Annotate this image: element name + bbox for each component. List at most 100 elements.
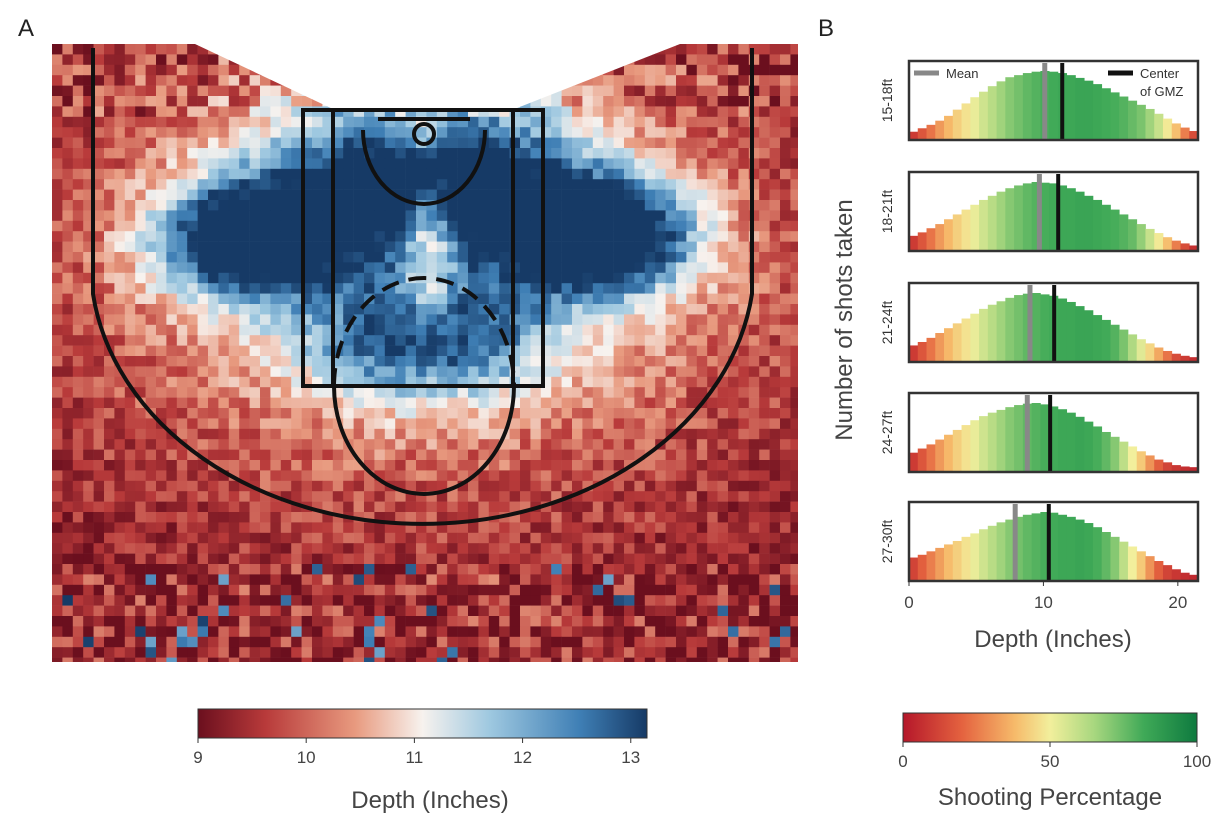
- heatmap-cell: [104, 64, 115, 76]
- heatmap-cell: [447, 522, 458, 534]
- heatmap-cell: [748, 376, 760, 388]
- heatmap-cell: [239, 241, 250, 253]
- heatmap-cell: [270, 605, 282, 617]
- heatmap-cell: [436, 210, 448, 222]
- heatmap-cell: [124, 106, 136, 118]
- heatmap-cell: [72, 44, 84, 55]
- heatmap-cell: [62, 127, 74, 138]
- heatmap-cell: [603, 491, 614, 502]
- heatmap-cell: [176, 324, 188, 336]
- heatmap-cell: [104, 314, 115, 326]
- heatmap-cell: [696, 54, 708, 66]
- heatmap-cell: [790, 252, 798, 263]
- heatmap-cell: [353, 501, 365, 513]
- heatmap-cell: [655, 366, 666, 378]
- heatmap-cell: [717, 532, 729, 544]
- heatmap-cell: [728, 439, 739, 450]
- heatmap-cell: [62, 480, 74, 492]
- heatmap-cell: [405, 168, 417, 180]
- heatmap-cell: [769, 376, 781, 388]
- heatmap-cell: [644, 636, 656, 648]
- heatmap-cell: [104, 564, 115, 575]
- heatmap-cell: [280, 75, 292, 86]
- heatmap-cell: [665, 127, 677, 138]
- heatmap-cell: [790, 179, 798, 190]
- heatmap-cell: [312, 64, 323, 76]
- heatmap-cell: [208, 418, 219, 430]
- heatmap-cell: [416, 387, 427, 398]
- heatmap-cell: [488, 470, 500, 482]
- heatmap-cell: [686, 397, 698, 409]
- heatmap-cell: [665, 293, 677, 305]
- heatmap-cell: [582, 543, 594, 554]
- heatmap-cell: [312, 366, 323, 378]
- heatmap-cell: [717, 324, 729, 336]
- heatmap-cell: [436, 366, 448, 378]
- heatmap-cell: [301, 574, 313, 586]
- heatmap-cell: [717, 127, 729, 138]
- heatmap-cell: [655, 158, 666, 170]
- heatmap-cell: [395, 522, 406, 534]
- heatmap-cell: [624, 44, 635, 55]
- heatmap-cell: [72, 64, 84, 76]
- heatmap-cell: [499, 96, 510, 107]
- heatmap-cell: [135, 116, 146, 128]
- heatmap-cell: [676, 158, 687, 170]
- heatmap-cell: [624, 366, 635, 378]
- heatmap-cell: [644, 85, 656, 97]
- heatmap-cell: [686, 304, 698, 315]
- heatmap-cell: [312, 345, 323, 357]
- heatmap-cell: [166, 127, 178, 138]
- heatmap-cell: [468, 657, 479, 662]
- heatmap-cell: [748, 522, 760, 534]
- heatmap-cell: [582, 189, 594, 201]
- heatmap-cell: [72, 356, 84, 367]
- heatmap-cell: [93, 272, 105, 284]
- heatmap-cell: [644, 231, 656, 242]
- heatmap-cell: [592, 44, 604, 55]
- heatmap-cell: [530, 605, 542, 617]
- heatmap-cell: [405, 626, 417, 638]
- heatmap-cell: [540, 532, 552, 544]
- heatmap-cell: [374, 158, 386, 170]
- heatmap-cell: [728, 179, 739, 190]
- heatmap-cell: [540, 127, 552, 138]
- heatmap-cell: [405, 501, 417, 513]
- heatmap-cell: [166, 241, 178, 253]
- heatmap-cell: [686, 376, 698, 388]
- heatmap-cell: [312, 116, 323, 128]
- heatmap-cell: [717, 304, 729, 315]
- heatmap-cell: [509, 564, 521, 575]
- heatmap-cell: [738, 460, 750, 471]
- heatmap-cell: [187, 553, 198, 565]
- histogram-bar: [1101, 319, 1111, 362]
- heatmap-cell: [405, 574, 417, 586]
- heatmap-cell: [135, 605, 146, 617]
- heatmap-cell: [166, 460, 178, 471]
- heatmap-cell: [384, 168, 396, 180]
- heatmap-cell: [135, 636, 146, 648]
- heatmap-cell: [135, 574, 146, 586]
- heatmap-cell: [665, 304, 677, 315]
- heatmap-cell: [561, 574, 573, 586]
- heatmap-cell: [124, 553, 136, 565]
- heatmap-cell: [696, 272, 708, 284]
- heatmap-cell: [343, 408, 354, 419]
- heatmap-cell: [52, 116, 63, 128]
- heatmap-cell: [707, 158, 718, 170]
- heatmap-cell: [748, 574, 760, 586]
- histogram-bar: [1119, 441, 1129, 472]
- heatmap-cell: [478, 501, 490, 513]
- histogram-bar: [952, 109, 962, 140]
- heatmap-cell: [780, 366, 791, 378]
- heatmap-cell: [104, 252, 115, 263]
- heatmap-cell: [488, 356, 500, 367]
- histogram-bar: [961, 536, 971, 581]
- heatmap-cell: [280, 200, 292, 211]
- heatmap-cell: [748, 470, 760, 482]
- heatmap-cell: [166, 75, 178, 86]
- heatmap-cell: [166, 304, 178, 315]
- heatmap-cell: [728, 647, 739, 658]
- heatmap-cell: [156, 210, 167, 222]
- histogram-bar: [1162, 350, 1173, 362]
